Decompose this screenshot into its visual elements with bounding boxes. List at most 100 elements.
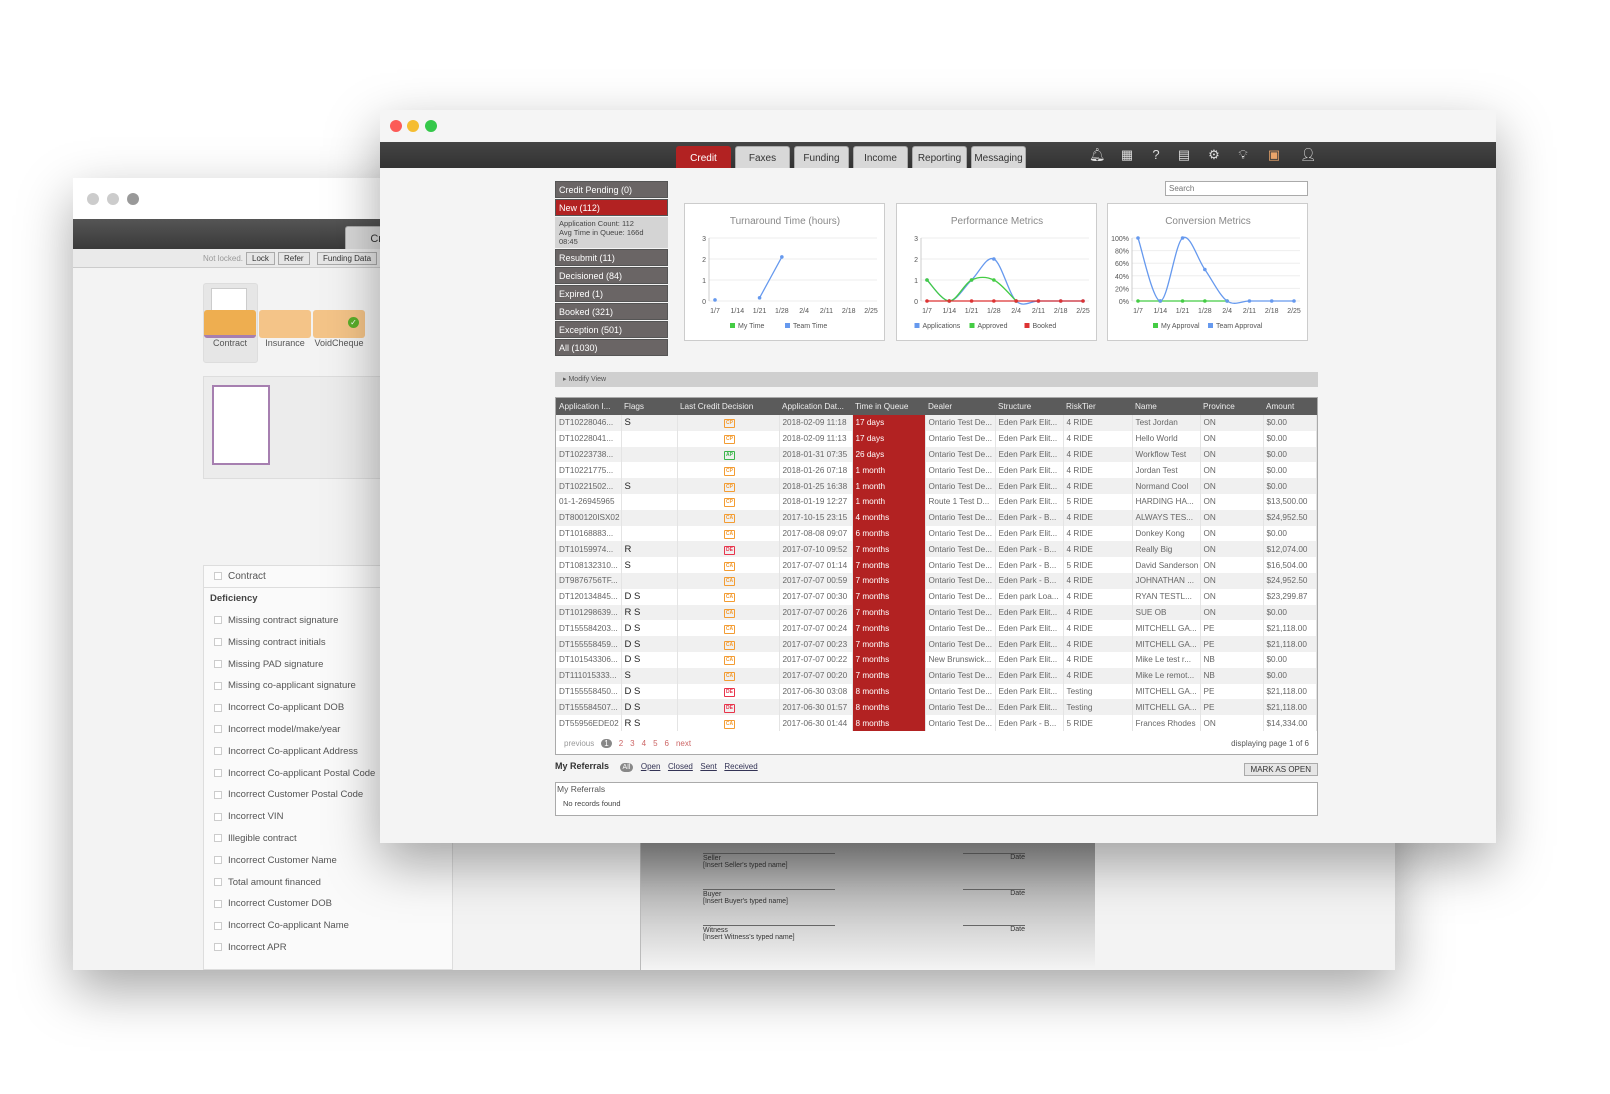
- table-row[interactable]: DT800120ISX02 CA 2017-10-15 23:15 4 months O…: [556, 509, 1317, 526]
- decision-ca-icon[interactable]: CA: [724, 593, 735, 603]
- decision-cp-icon[interactable]: CP: [724, 482, 735, 492]
- decision-de-icon[interactable]: DE: [724, 703, 735, 713]
- lock-button[interactable]: Lock: [246, 252, 275, 265]
- contract-checkbox[interactable]: Contract: [204, 566, 452, 588]
- minimize-button[interactable]: [407, 120, 419, 132]
- decision-cp-icon[interactable]: CP: [724, 466, 735, 476]
- settings-icon[interactable]: ⚙: [1208, 147, 1220, 162]
- tab-credit[interactable]: Credit: [676, 146, 731, 168]
- decision-ca-icon[interactable]: CA: [724, 529, 735, 539]
- column-header[interactable]: Last Credit Decision: [677, 398, 779, 415]
- deficiency-checkbox[interactable]: Incorrect Customer Postal Code: [204, 784, 452, 806]
- queue-item[interactable]: Credit Pending (0): [555, 181, 668, 198]
- deficiency-checkbox[interactable]: Incorrect VIN: [204, 806, 452, 828]
- maximize-button[interactable]: [127, 193, 139, 205]
- deficiency-checkbox[interactable]: Missing contract initials: [204, 631, 452, 653]
- decision-de-icon[interactable]: DE: [724, 545, 735, 555]
- column-header[interactable]: Province: [1200, 398, 1263, 415]
- table-row[interactable]: DT155558450... D S DE 2017-06-30 03:08 8 mon…: [556, 683, 1317, 700]
- page-link[interactable]: 3: [630, 739, 635, 748]
- deficiency-checkbox[interactable]: Incorrect APR: [204, 937, 452, 959]
- minimize-button[interactable]: [107, 193, 119, 205]
- decision-cp-icon[interactable]: CP: [724, 498, 735, 508]
- data-point[interactable]: [992, 257, 996, 261]
- table-row[interactable]: DT10228046... S CP 2018-02-09 11:18 17 days O…: [556, 415, 1317, 431]
- table-row[interactable]: DT108132310... S CA 2017-07-07 01:14 7 month…: [556, 557, 1317, 573]
- locked-folder-icon[interactable]: ▣: [1267, 147, 1281, 162]
- decision-ca-icon[interactable]: CA: [724, 561, 735, 571]
- legend-label[interactable]: My Time: [738, 323, 765, 330]
- data-point[interactable]: [947, 299, 952, 303]
- bell-icon[interactable]: 🔔︎: [1089, 147, 1106, 162]
- decision-ca-icon[interactable]: CA: [724, 719, 735, 729]
- search-input[interactable]: [1165, 181, 1308, 196]
- page-link[interactable]: 5: [653, 739, 658, 748]
- table-row[interactable]: 01-1-26945965 CP 2018-01-19 12:27 1 month Ro…: [556, 493, 1317, 510]
- table-row[interactable]: DT101298639... R S CA 2017-07-07 00:26 7 mon…: [556, 604, 1317, 621]
- insurance-tray-icon[interactable]: [259, 310, 311, 338]
- deficiency-checkbox[interactable]: Total amount financed: [204, 871, 452, 893]
- decision-ca-icon[interactable]: CA: [724, 656, 735, 666]
- legend-label[interactable]: Team Approval: [1216, 323, 1263, 330]
- filter-open[interactable]: Open: [640, 762, 661, 771]
- user-avatar-icon[interactable]: 👤︎: [1300, 147, 1317, 162]
- data-point[interactable]: [757, 296, 762, 300]
- data-point[interactable]: [1203, 267, 1207, 272]
- column-header[interactable]: Time in Queue: [852, 398, 925, 415]
- data-point[interactable]: [969, 299, 974, 303]
- decision-ca-icon[interactable]: CA: [724, 608, 735, 618]
- data-point[interactable]: [1136, 299, 1140, 303]
- table-row[interactable]: DT10221502... S CP 2018-01-25 16:38 1 month O…: [556, 478, 1317, 494]
- data-point[interactable]: [1058, 299, 1063, 303]
- column-header[interactable]: Application Dat...: [779, 398, 852, 415]
- decision-ca-icon[interactable]: CA: [724, 514, 735, 524]
- tab-faxes[interactable]: Faxes: [735, 146, 790, 168]
- table-row[interactable]: DT120134845... D S CA 2017-07-07 00:30 7 mon…: [556, 588, 1317, 605]
- tab-messaging[interactable]: Messaging: [971, 146, 1026, 168]
- table-row[interactable]: DT10221775... CP 2018-01-26 07:18 1 month On…: [556, 462, 1317, 479]
- legend-label[interactable]: Team Time: [793, 323, 827, 330]
- table-row[interactable]: DT155584507... D S DE 2017-06-30 01:57 8 mon…: [556, 699, 1317, 716]
- page-link[interactable]: 1: [601, 739, 612, 748]
- tab-income[interactable]: Income: [853, 146, 908, 168]
- filter-all[interactable]: All: [619, 763, 634, 772]
- maximize-button[interactable]: [425, 120, 437, 132]
- tab-funding[interactable]: Funding: [794, 146, 849, 168]
- legend-label[interactable]: Applications: [923, 323, 961, 330]
- deficiency-checkbox[interactable]: Incorrect Co-applicant Postal Code: [204, 762, 452, 784]
- data-point[interactable]: [992, 299, 996, 303]
- legend-label[interactable]: My Approval: [1161, 323, 1200, 330]
- page-link[interactable]: 4: [641, 739, 647, 748]
- data-point[interactable]: [925, 299, 929, 303]
- filter-closed[interactable]: Closed: [667, 762, 693, 771]
- contract-tray-icon[interactable]: [204, 310, 256, 338]
- mark-as-open-button[interactable]: MARK AS OPEN: [1243, 763, 1318, 776]
- decision-ap-icon[interactable]: AP: [724, 450, 735, 460]
- queue-item[interactable]: Decisioned (84): [555, 267, 668, 284]
- page-link[interactable]: 6: [664, 739, 669, 748]
- data-point[interactable]: [969, 278, 974, 282]
- document-add-icon[interactable]: ▤: [1177, 147, 1191, 162]
- data-point[interactable]: [1247, 299, 1252, 303]
- table-row[interactable]: DT55956EDE02 R S CA 2017-06-30 01:44 8 month…: [556, 715, 1317, 731]
- legend-label[interactable]: Booked: [1033, 323, 1057, 330]
- lightbulb-icon[interactable]: 💡︎: [1238, 147, 1248, 162]
- table-row[interactable]: DT101543306... D S CA 2017-07-07 00:22 7 mon…: [556, 651, 1317, 668]
- decision-ca-icon[interactable]: CA: [724, 624, 735, 634]
- table-row[interactable]: DT155558459... D S CA 2017-07-07 00:23 7 mon…: [556, 636, 1317, 652]
- queue-item[interactable]: Resubmit (11): [555, 249, 668, 266]
- close-button[interactable]: [390, 120, 402, 132]
- deficiency-checkbox[interactable]: Incorrect Customer Name: [204, 849, 452, 871]
- page-link[interactable]: 2: [618, 739, 624, 748]
- data-point[interactable]: [780, 255, 784, 259]
- refer-button[interactable]: Refer: [278, 252, 310, 265]
- decision-ca-icon[interactable]: CA: [724, 577, 735, 587]
- funding-data-button[interactable]: Funding Data: [317, 252, 378, 265]
- column-header[interactable]: Dealer: [925, 398, 995, 415]
- filter-received[interactable]: Received: [724, 762, 758, 771]
- column-header[interactable]: Application I...: [556, 398, 621, 415]
- contract-thumbnail[interactable]: [212, 385, 270, 465]
- data-point[interactable]: [1225, 299, 1229, 303]
- queue-item[interactable]: All (1030): [555, 339, 668, 356]
- decision-de-icon[interactable]: DE: [724, 687, 735, 697]
